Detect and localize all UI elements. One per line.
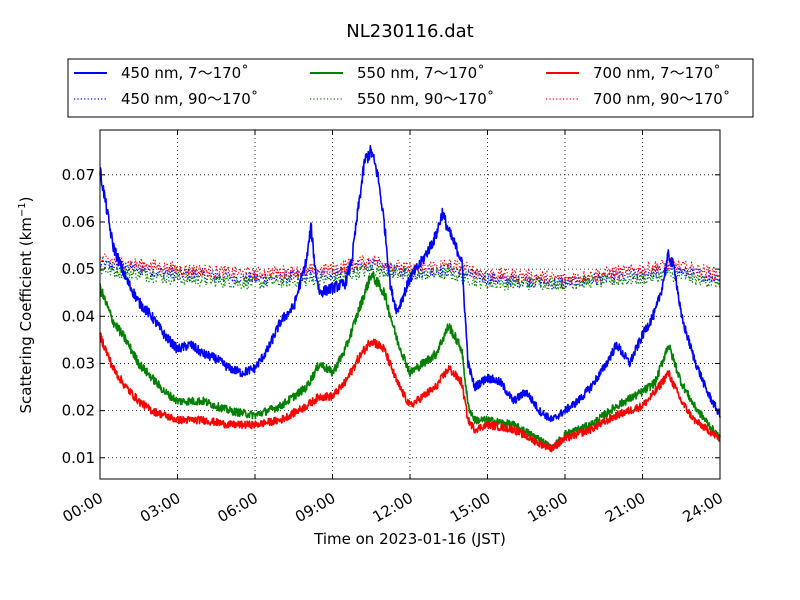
x-tick-label: 15:00 (447, 489, 493, 526)
y-tick-label: 0.05 (62, 260, 95, 278)
y-axis-label: Scattering Coefficient (km−1) (17, 196, 35, 413)
legend-label: 700 nm, 90～170˚ (593, 90, 730, 108)
y-axis-label-main: Scattering Coefficient (km (17, 217, 35, 413)
x-tick-label: 24:00 (680, 489, 726, 526)
series-line (99, 270, 721, 453)
y-tick-label: 0.06 (62, 213, 95, 231)
chart-title: NL230116.dat (346, 21, 473, 42)
grid (100, 130, 720, 479)
legend-label: 550 nm, 7～170˚ (357, 64, 485, 82)
y-tick-label: 0.07 (62, 166, 95, 184)
legend-box (67, 58, 754, 118)
series-line (99, 145, 721, 423)
legend-label: 450 nm, 7～170˚ (121, 64, 249, 82)
x-tick-label: 18:00 (525, 489, 571, 526)
y-tick-label: 0.04 (62, 307, 95, 325)
series-line (99, 263, 721, 291)
series-layer (99, 145, 721, 453)
x-tick-label: 03:00 (137, 489, 183, 526)
x-axis-label: Time on 2023-01-16 (JST) (313, 530, 506, 548)
x-tick-label: 06:00 (215, 489, 261, 526)
y-tick-label: 0.02 (62, 402, 95, 420)
y-tick-label: 0.01 (62, 449, 95, 467)
legend-label: 450 nm, 90～170˚ (121, 90, 258, 108)
legend: 450 nm, 7～170˚ 550 nm, 7～170˚ 700 nm, 7～17… (67, 58, 754, 118)
y-axis-label-superscript: −1 (17, 202, 28, 217)
x-tick-label: 00:00 (60, 489, 106, 526)
series-line (99, 332, 721, 452)
series-line (99, 252, 721, 285)
legend-label: 550 nm, 90～170˚ (357, 90, 494, 108)
x-tick-label: 12:00 (370, 489, 416, 526)
legend-label: 700 nm, 7～170˚ (593, 64, 721, 82)
x-tick-label: 21:00 (602, 489, 648, 526)
y-tick-label: 0.03 (62, 354, 95, 372)
y-axis-label-end: ) (17, 196, 35, 202)
x-tick-label: 09:00 (292, 489, 338, 526)
